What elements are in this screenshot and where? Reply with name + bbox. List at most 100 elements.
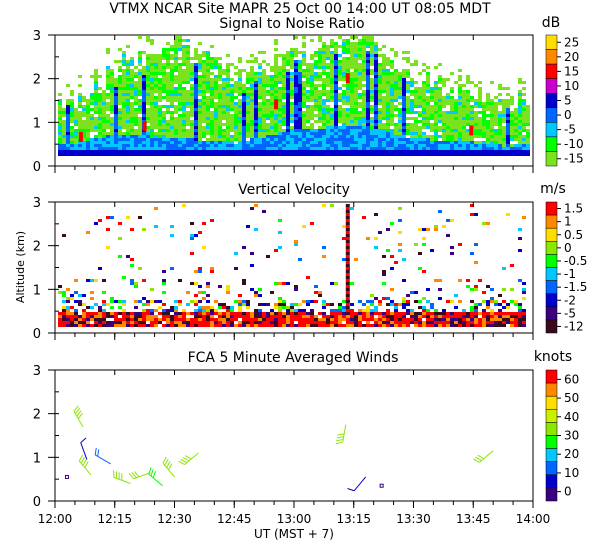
snr-cell [146,135,150,138]
snr-cell [378,138,382,141]
velocity-cell [398,312,402,315]
velocity-cell [322,324,326,327]
velocity-cell [478,324,482,327]
snr-cell [150,153,154,156]
snr-cell [374,87,378,90]
snr-cell [426,144,430,147]
colorbar-label: -12 [564,319,584,333]
snr-cell [430,138,434,141]
velocity-cell [110,315,114,318]
snr-cell [298,69,302,72]
snr-cell [174,123,178,126]
velocity-cell [486,321,490,324]
snr-cell [94,69,98,72]
snr-cell [166,78,170,81]
snr-cell [346,66,350,69]
velocity-cell [194,312,198,315]
snr-cell [342,99,346,102]
snr-cell [518,129,522,132]
velocity-cell [138,315,142,318]
velocity-cell [242,282,246,285]
snr-cell [298,108,302,111]
velocity-cell [106,303,110,306]
snr-cell [238,81,242,84]
snr-cell [154,141,158,144]
snr-cell [90,138,94,141]
snr-cell [358,132,362,135]
velocity-cell [322,204,326,207]
velocity-cell [342,306,346,309]
snr-cell [374,84,378,87]
snr-cell [418,72,422,75]
snr-cell [222,138,226,141]
velocity-title: Vertical Velocity [238,182,350,198]
snr-cell [194,90,198,93]
snr-cell [310,69,314,72]
wind-barb-staff [162,462,175,478]
snr-cell [506,141,510,144]
snr-cell [186,99,190,102]
velocity-cell [278,312,282,315]
snr-cell [286,93,290,96]
snr-cell [482,141,486,144]
snr-cell [238,78,242,81]
snr-cell [438,117,442,120]
snr-cell [358,42,362,45]
velocity-cell [154,318,158,321]
snr-cell [130,144,134,147]
colorbar-label: 10 [564,466,579,480]
snr-cell [218,138,222,141]
snr-cell [94,111,98,114]
velocity-cell [94,324,98,327]
snr-cell [310,132,314,135]
snr-cell [402,111,406,114]
velocity-cell [106,312,110,315]
snr-cell [190,108,194,111]
snr-cell [170,141,174,144]
snr-cell [238,117,242,120]
snr-cell [394,99,398,102]
snr-cell [334,78,338,81]
snr-cell [158,78,162,81]
velocity-cell [66,306,70,309]
snr-cell [170,57,174,60]
snr-cell [230,150,234,153]
snr-cell [442,84,446,87]
velocity-cell [166,324,170,327]
snr-cell [214,117,218,120]
snr-cell [58,150,62,153]
snr-cell [126,87,130,90]
snr-cell [170,129,174,132]
snr-cell [322,84,326,87]
snr-cell [118,48,122,51]
wind-barb-feather [337,433,345,436]
snr-cell [258,75,262,78]
snr-cell [82,135,86,138]
snr-cell [258,78,262,81]
velocity-cell [506,303,510,306]
wind-barb-feather [131,472,137,479]
velocity-cell [382,318,386,321]
snr-cell [94,135,98,138]
snr-cell [278,96,282,99]
velocity-cell [306,300,310,303]
snr-cell [150,120,154,123]
snr-cell [182,132,186,135]
snr-cell [486,138,490,141]
snr-cell [390,138,394,141]
velocity-heatmap [58,204,526,327]
snr-cell [350,99,354,102]
velocity-cell [438,312,442,315]
snr-cell [214,120,218,123]
velocity-cell [346,318,350,321]
snr-cell [194,54,198,57]
velocity-cell [170,306,174,309]
snr-cell [330,144,334,147]
velocity-cell [74,321,78,324]
snr-cell [334,117,338,120]
snr-cell [238,132,242,135]
snr-cell [98,129,102,132]
velocity-cell [486,315,490,318]
snr-cell [174,147,178,150]
snr-cell [370,123,374,126]
